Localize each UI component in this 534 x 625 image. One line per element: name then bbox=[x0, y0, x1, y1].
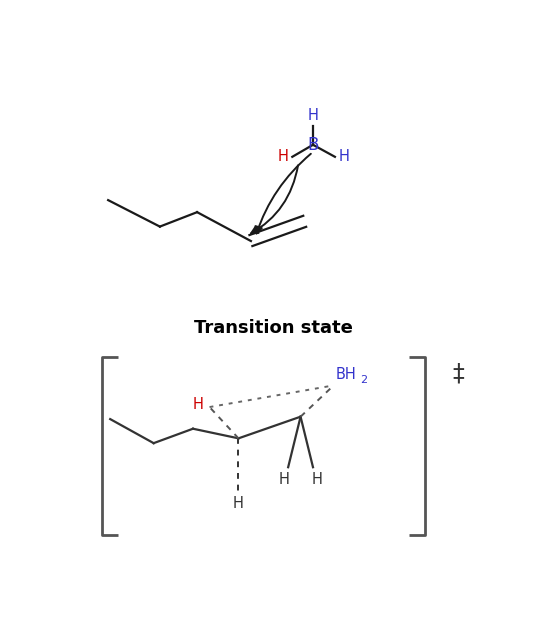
Text: H: H bbox=[339, 149, 350, 164]
Text: H: H bbox=[279, 472, 289, 487]
Text: H: H bbox=[277, 149, 288, 164]
FancyArrowPatch shape bbox=[255, 154, 311, 233]
Text: Transition state: Transition state bbox=[194, 319, 353, 337]
Text: H: H bbox=[308, 108, 318, 123]
Text: 2: 2 bbox=[360, 375, 367, 385]
Text: H: H bbox=[192, 397, 203, 412]
Text: H: H bbox=[233, 496, 244, 511]
Text: B: B bbox=[307, 136, 319, 154]
Text: ‡: ‡ bbox=[452, 361, 464, 386]
Text: H: H bbox=[312, 472, 323, 487]
FancyArrowPatch shape bbox=[251, 166, 298, 233]
Text: BH: BH bbox=[336, 366, 357, 381]
